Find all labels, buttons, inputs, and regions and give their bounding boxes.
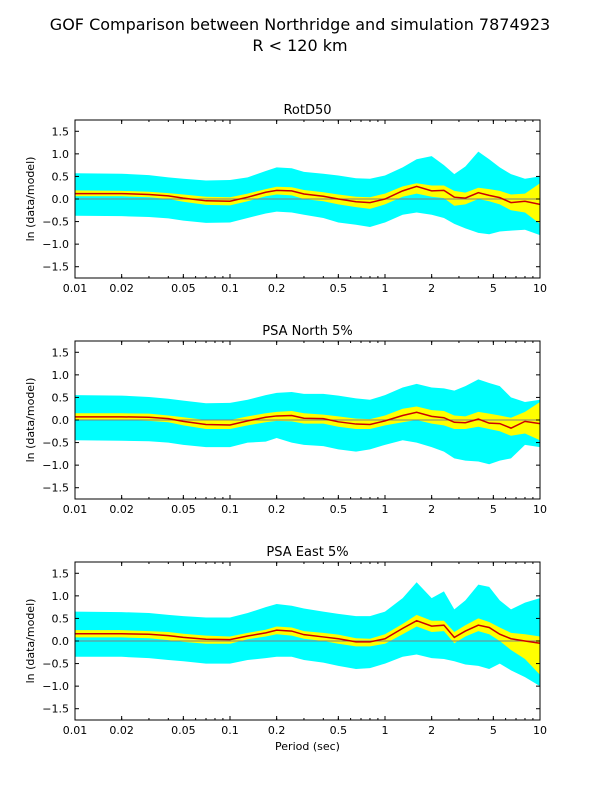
y-tick-label: 0.0 [52, 414, 70, 427]
y-tick-label: −0.5 [42, 437, 69, 450]
x-tick-label: 0.2 [268, 282, 286, 295]
x-tick-label: 0.05 [171, 724, 196, 737]
x-tick-label: 0.05 [171, 282, 196, 295]
inner-band-area [75, 401, 540, 441]
x-tick-label: 5 [490, 724, 497, 737]
panel-3: 0.01 0.02 0.05 0.1 0.2 0.5 1 2 5 10 −1.5 −1.0 −0.5 0.… [24, 545, 547, 753]
x-tick-label: 0.5 [330, 503, 348, 516]
x-tick-label: 1 [382, 724, 389, 737]
panels-group: 0.01 0.02 0.05 0.1 0.2 0.5 1 2 5 10−1.5−1.0−0.50.… [24, 103, 547, 753]
figure-title-line2: R < 120 km [252, 36, 347, 55]
x-tick-label: 0.1 [221, 503, 239, 516]
x-tick-label: 5 [490, 503, 497, 516]
x-tick-label: 0.01 [63, 724, 88, 737]
y-tick-label: 1.0 [52, 369, 70, 382]
y-tick-label: 0.5 [52, 391, 70, 404]
x-tick-label: 0.2 [268, 724, 286, 737]
panel-title: RotD50 [283, 103, 331, 118]
x-tick-label: 0.02 [109, 282, 134, 295]
panel-1: 0.01 0.02 0.05 0.1 0.2 0.5 1 2 5 10 −1.5 −1.0 −0.5 0.… [24, 103, 547, 295]
mean-series-line [75, 619, 540, 645]
y-tick-label: −1.0 [42, 459, 69, 472]
x-tick-label: 5 [490, 282, 497, 295]
x-tick-label: 0.01 [63, 282, 88, 295]
y-tick-label: −1.5 [42, 703, 69, 716]
x-tick-label: 10 [533, 282, 547, 295]
x-tick-label: 2 [428, 503, 435, 516]
y-tick-label: −1.0 [42, 238, 69, 251]
x-tick-label: 0.1 [221, 724, 239, 737]
x-tick-label: 2 [428, 724, 435, 737]
x-tick-label: 0.02 [109, 503, 134, 516]
y-tick-label: −1.5 [42, 261, 69, 274]
panel-title: PSA North 5% [262, 324, 352, 339]
y-tick-label: 1.5 [52, 125, 70, 138]
y-tick-label: 0.5 [52, 612, 70, 625]
inner-band-area [75, 183, 540, 224]
y-tick-label: −1.0 [42, 680, 69, 693]
x-tick-label: 1 [382, 503, 389, 516]
y-tick-label: 1.5 [52, 346, 70, 359]
x-tick-label: 0.5 [330, 724, 348, 737]
panel-2: 0.01 0.02 0.05 0.1 0.2 0.5 1 2 5 10 −1.5 −1.0 −0.5 0.… [24, 324, 547, 516]
y-tick-label: 0.0 [52, 193, 70, 206]
x-tick-label: 0.01 [63, 503, 88, 516]
y-tick-label: −0.5 [42, 216, 69, 229]
y-tick-label: 1.5 [52, 567, 70, 580]
x-tick-label: 2 [428, 282, 435, 295]
x-tick-label: 1 [382, 282, 389, 295]
figure-title-line1: GOF Comparison between Northridge and si… [50, 15, 550, 34]
y-tick-label: −0.5 [42, 658, 69, 671]
mean-series-line [75, 411, 540, 429]
y-tick-label: 1.0 [52, 148, 70, 161]
y-tick-label: 1.0 [52, 590, 70, 603]
y-tick-label: 0.0 [52, 635, 70, 648]
x-tick-label: 0.02 [109, 724, 134, 737]
x-tick-label: 10 [533, 503, 547, 516]
x-tick-label: 0.05 [171, 503, 196, 516]
y-tick-label: −1.5 [42, 482, 69, 495]
y-axis-label: ln (data/model) [24, 157, 37, 242]
y-axis-label: ln (data/model) [24, 599, 37, 684]
x-tick-label: 0.1 [221, 282, 239, 295]
mean-series-line [75, 185, 540, 206]
x-tick-label: 10 [533, 724, 547, 737]
x-axis-label: Period (sec) [275, 740, 340, 753]
panel-title: PSA East 5% [266, 545, 348, 560]
y-tick-label: 0.5 [52, 170, 70, 183]
y-axis-label: ln (data/model) [24, 378, 37, 463]
x-tick-label: 0.5 [330, 282, 348, 295]
x-tick-label: 0.2 [268, 503, 286, 516]
